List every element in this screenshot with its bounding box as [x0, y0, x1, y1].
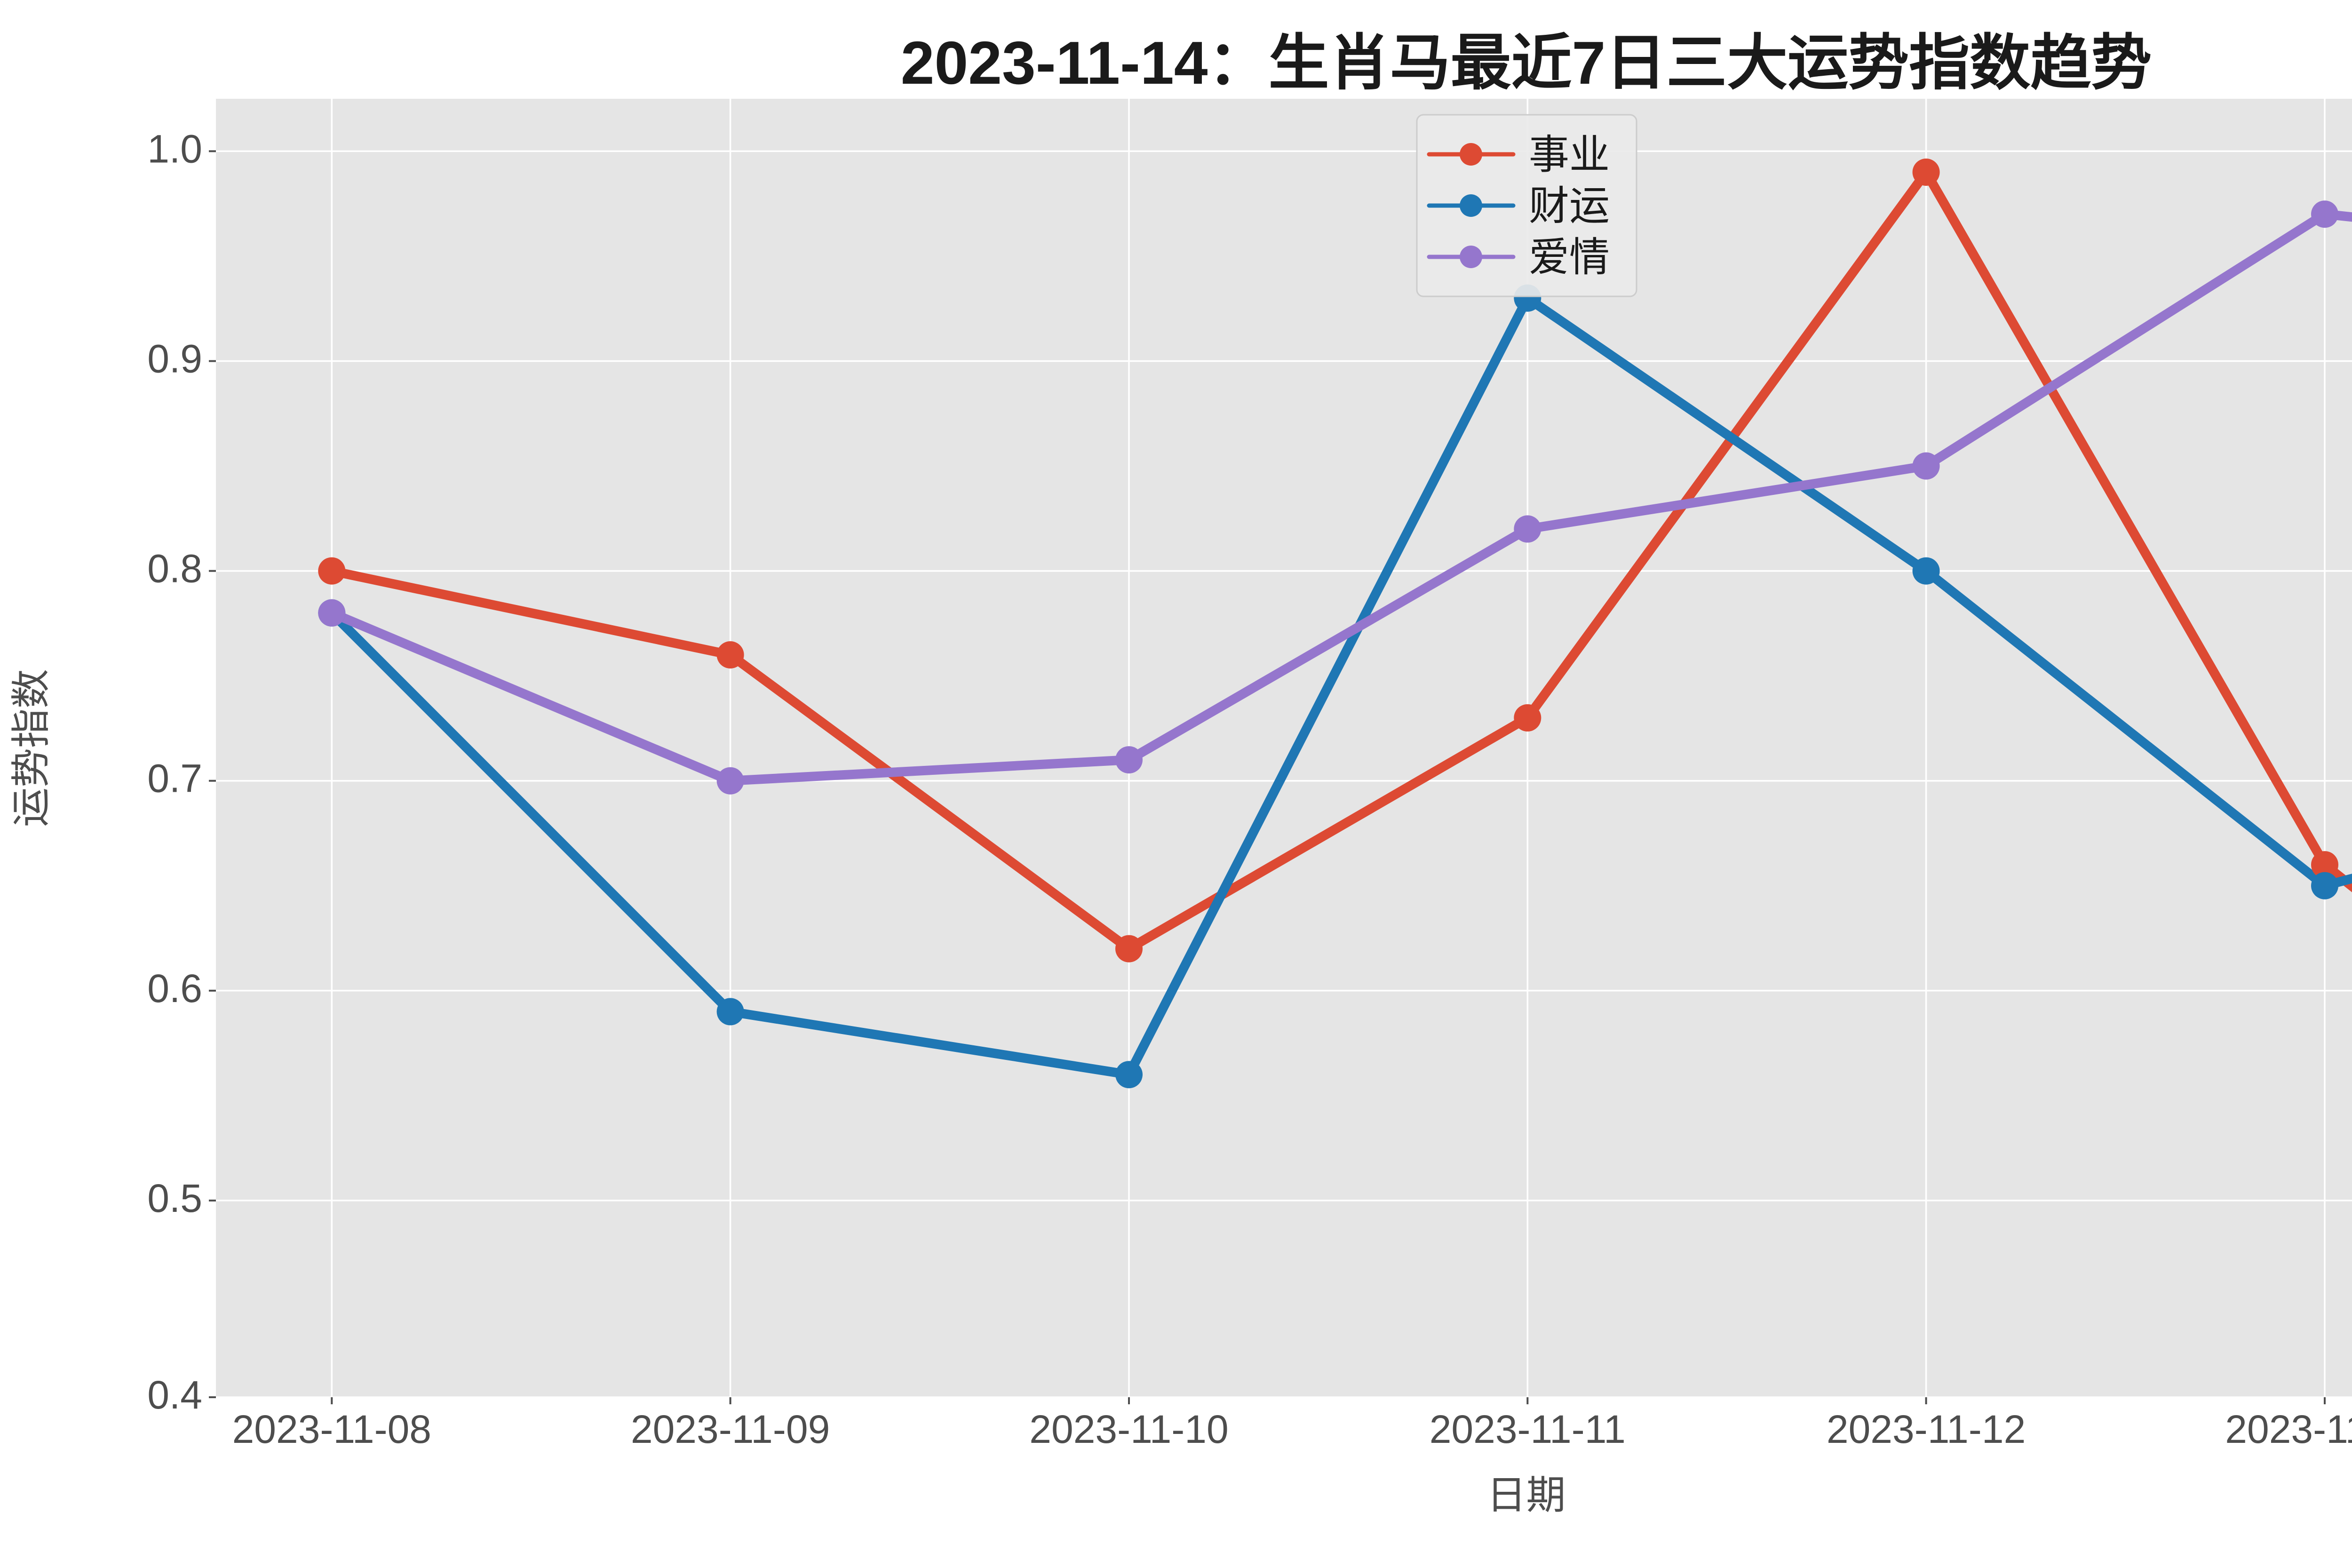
svg-text:财运: 财运 — [1529, 183, 1610, 229]
svg-text:2023-11-08: 2023-11-08 — [232, 1407, 431, 1451]
svg-text:0.4: 0.4 — [147, 1373, 202, 1417]
svg-text:2023-11-14：生肖马最近7日三大运势指数趋势: 2023-11-14：生肖马最近7日三大运势指数趋势 — [901, 29, 2152, 97]
svg-text:事业: 事业 — [1529, 132, 1610, 177]
svg-text:1.0: 1.0 — [147, 127, 202, 171]
svg-text:0.8: 0.8 — [147, 547, 202, 591]
svg-text:0.7: 0.7 — [147, 756, 202, 801]
svg-text:0.5: 0.5 — [147, 1176, 202, 1220]
svg-text:2023-11-13: 2023-11-13 — [2225, 1407, 2352, 1451]
svg-text:0.6: 0.6 — [147, 966, 202, 1011]
svg-text:2023-11-12: 2023-11-12 — [1827, 1407, 2026, 1451]
svg-text:爱情: 爱情 — [1529, 235, 1610, 280]
svg-text:运势指数: 运势指数 — [9, 669, 53, 827]
svg-text:2023-11-11: 2023-11-11 — [1430, 1407, 1626, 1451]
svg-text:日期: 日期 — [1486, 1473, 1565, 1517]
svg-text:0.9: 0.9 — [147, 337, 202, 381]
svg-text:2023-11-09: 2023-11-09 — [631, 1407, 830, 1451]
svg-text:2023-11-10: 2023-11-10 — [1029, 1407, 1228, 1451]
